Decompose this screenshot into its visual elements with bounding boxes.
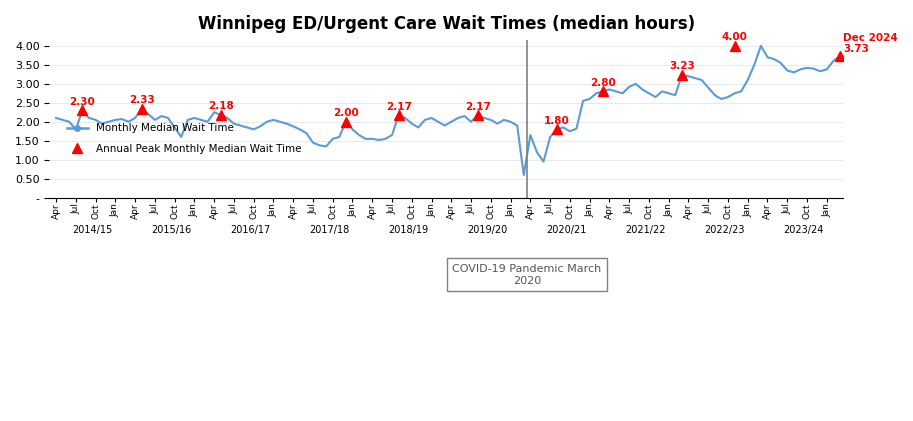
Text: 2020/21: 2020/21 <box>546 225 587 235</box>
Title: Winnipeg ED/Urgent Care Wait Times (median hours): Winnipeg ED/Urgent Care Wait Times (medi… <box>198 15 695 33</box>
Text: 2014/15: 2014/15 <box>72 225 112 235</box>
Text: 2017/18: 2017/18 <box>310 225 350 235</box>
Text: 1.80: 1.80 <box>544 116 570 125</box>
Text: COVID-19 Pandemic March
2020: COVID-19 Pandemic March 2020 <box>453 264 602 285</box>
Text: 2022/23: 2022/23 <box>705 225 745 235</box>
Text: 2.80: 2.80 <box>590 77 615 88</box>
Text: 2021/22: 2021/22 <box>625 225 666 235</box>
Text: 2.17: 2.17 <box>385 101 412 112</box>
Text: 2018/19: 2018/19 <box>388 225 428 235</box>
Text: 4.00: 4.00 <box>721 32 748 42</box>
Text: 2016/17: 2016/17 <box>230 225 270 235</box>
Text: 2.00: 2.00 <box>333 108 359 118</box>
Text: Dec 2024
3.73: Dec 2024 3.73 <box>844 32 898 54</box>
Text: 2.33: 2.33 <box>129 96 154 105</box>
Legend: Monthly Median Wait Time, Annual Peak Monthly Median Wait Time: Monthly Median Wait Time, Annual Peak Mo… <box>63 119 306 158</box>
Text: 2019/20: 2019/20 <box>467 225 508 235</box>
Text: 2023/24: 2023/24 <box>783 225 824 235</box>
Text: 2.30: 2.30 <box>69 96 95 107</box>
Text: 2.17: 2.17 <box>465 101 490 112</box>
Text: 2.18: 2.18 <box>208 101 234 111</box>
Text: 3.23: 3.23 <box>669 61 695 71</box>
Text: 2015/16: 2015/16 <box>152 225 192 235</box>
